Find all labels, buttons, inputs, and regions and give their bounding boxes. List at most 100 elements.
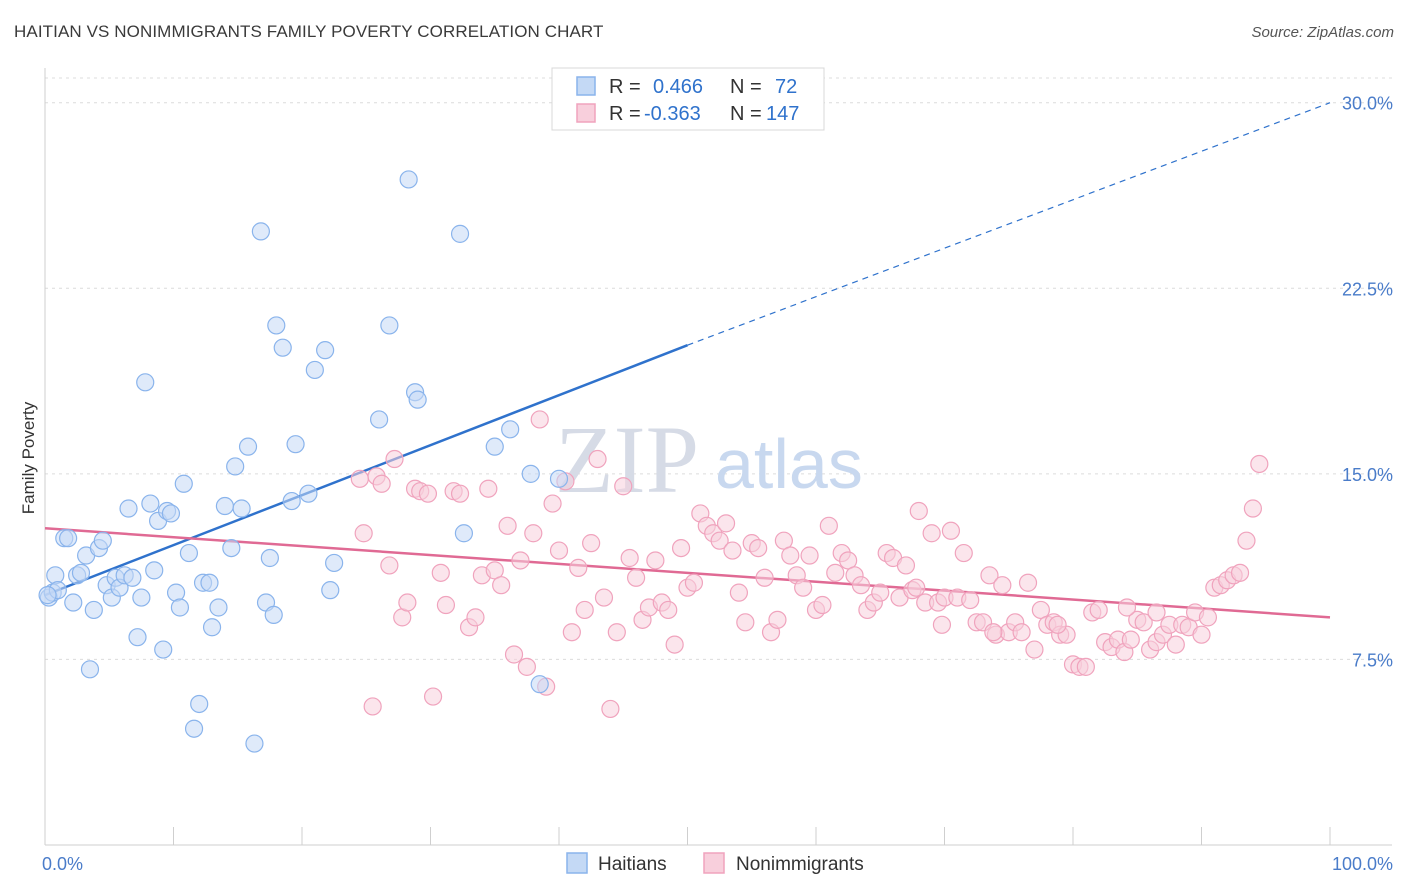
legend-r-label: R = (609, 103, 641, 125)
data-point (154, 640, 173, 659)
data-point (479, 479, 498, 498)
chart-title: HAITIAN VS NONIMMIGRANTS FAMILY POVERTY … (14, 22, 604, 41)
data-point (59, 529, 78, 548)
data-point (286, 435, 305, 454)
data-point (932, 615, 952, 634)
data-point (501, 420, 520, 439)
data-point (190, 694, 209, 714)
data-point (64, 593, 83, 612)
data-point (504, 645, 524, 664)
data-point (385, 449, 404, 469)
legend-swatch-nonimmigrants (703, 852, 725, 874)
data-point (46, 566, 65, 585)
data-point (980, 566, 999, 585)
data-point (961, 590, 980, 610)
data-point (755, 568, 774, 587)
data-point (614, 477, 633, 496)
y-tick-labels: 7.5% 15.0% 22.5% 30.0% (1342, 94, 1393, 671)
data-point (119, 499, 138, 518)
data-point (1089, 600, 1108, 620)
data-point (238, 437, 258, 456)
data-point (819, 516, 838, 535)
data-point (179, 543, 199, 563)
data-point (1134, 613, 1153, 632)
data-point (749, 538, 768, 558)
data-point (582, 534, 601, 553)
data-point (267, 316, 286, 335)
y-tick-label: 30.0% (1342, 94, 1393, 114)
data-point (575, 600, 594, 620)
nonimmigrants-points (350, 410, 1269, 719)
data-point (1250, 454, 1269, 474)
axes (44, 68, 1392, 846)
data-point (141, 494, 160, 513)
data-point (896, 556, 916, 575)
data-point (466, 608, 485, 627)
data-point (607, 623, 626, 642)
data-point (245, 734, 264, 753)
data-point (84, 600, 103, 620)
data-point (282, 491, 301, 511)
data-point (226, 457, 245, 476)
data-point (380, 316, 399, 335)
data-point (128, 628, 147, 647)
data-point (80, 660, 100, 679)
data-point (380, 556, 399, 575)
haitians-trend-extension (687, 102, 1331, 346)
data-point (1237, 531, 1256, 550)
legend-n-label: N = (730, 76, 762, 98)
legend-r-label: R = (609, 76, 641, 98)
data-point (350, 469, 369, 488)
data-point (132, 588, 151, 607)
data-point (1198, 608, 1218, 627)
data-point (716, 514, 736, 533)
data-point (671, 538, 691, 558)
data-point (922, 524, 941, 543)
data-point (736, 613, 755, 632)
data-point (170, 598, 190, 617)
data-point (1147, 603, 1166, 622)
grid-lines (45, 77, 1392, 660)
data-point (161, 504, 181, 523)
data-point (659, 600, 678, 620)
legend-r-value: -0.363 (644, 103, 701, 125)
data-point (1048, 615, 1067, 634)
data-point (166, 583, 186, 602)
data-point (423, 687, 443, 706)
data-point (215, 496, 234, 516)
data-point (264, 605, 283, 625)
data-point (1018, 573, 1038, 592)
data-point (398, 593, 417, 612)
data-point (723, 541, 742, 560)
y-tick-label: 22.5% (1342, 279, 1393, 299)
data-point (123, 568, 142, 587)
data-point (202, 618, 222, 637)
data-point (993, 576, 1012, 595)
data-point (646, 551, 665, 570)
data-point (543, 494, 562, 513)
data-point (1117, 598, 1137, 617)
data-point (71, 563, 91, 582)
data-point (1243, 499, 1263, 518)
data-point (984, 623, 1003, 642)
data-point (1192, 625, 1211, 644)
data-point (781, 546, 800, 565)
nonimmigrants-trend-line (44, 527, 1331, 619)
series-legend: Haitians Nonimmigrants (566, 852, 864, 875)
data-point (492, 576, 511, 595)
watermark: ZIP atlas (555, 406, 863, 513)
data-point (521, 464, 540, 483)
x-tick-label: 0.0% (42, 854, 83, 874)
data-point (941, 521, 961, 540)
data-point (768, 610, 787, 629)
data-point (305, 360, 324, 380)
data-point (1025, 640, 1044, 659)
data-point (729, 583, 749, 602)
data-point (145, 561, 164, 580)
y-axis-label: Family Poverty (19, 401, 38, 514)
data-point (594, 588, 614, 607)
data-point (530, 410, 549, 429)
watermark-zip: ZIP (555, 406, 699, 513)
data-point (517, 657, 536, 676)
